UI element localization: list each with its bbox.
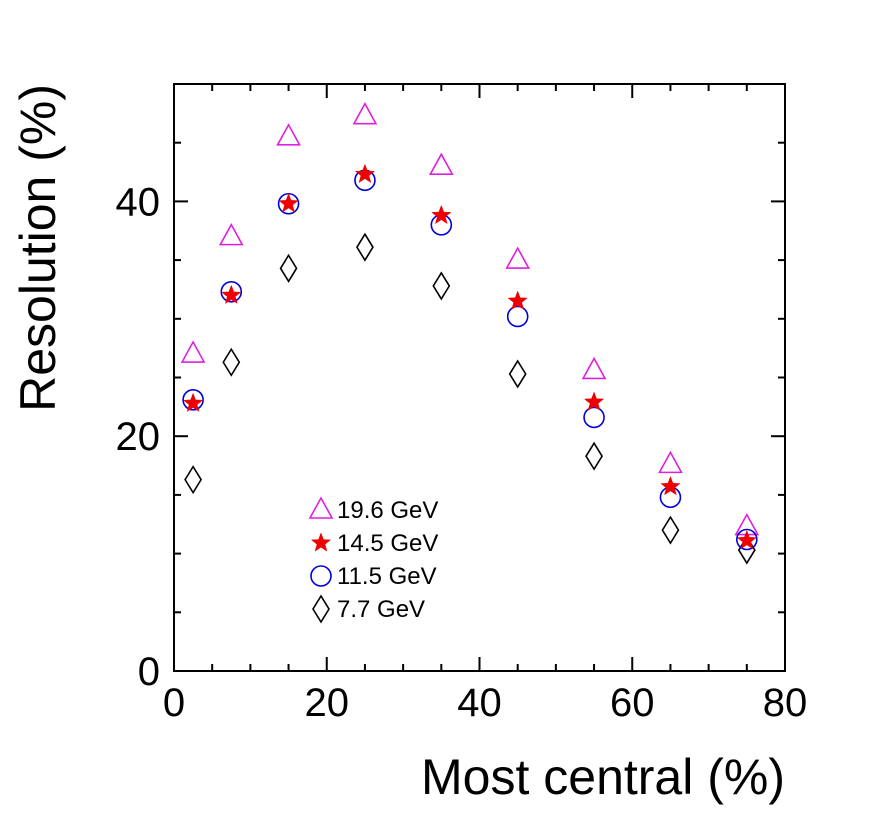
legend-marker xyxy=(308,496,334,519)
data-point xyxy=(737,535,756,565)
axis-tick-labels: 0 20 40 60 80 0 20 40 xyxy=(116,180,808,725)
data-point xyxy=(583,391,605,411)
plot-frame xyxy=(173,83,786,672)
data-point xyxy=(182,392,204,412)
data-point xyxy=(660,475,681,496)
data-point xyxy=(354,163,376,184)
data-point xyxy=(431,204,452,225)
y-tick-label: 0 xyxy=(138,650,160,694)
data-point xyxy=(278,193,299,213)
y-tick-label: 20 xyxy=(116,415,161,459)
x-tick-label: 20 xyxy=(305,681,350,725)
data-point xyxy=(428,152,454,175)
data-point xyxy=(508,359,527,389)
data-points xyxy=(180,102,760,565)
legend-label: 11.5 GeV xyxy=(337,563,437,590)
data-point xyxy=(736,529,757,550)
data-point xyxy=(585,441,604,471)
data-point xyxy=(218,222,244,246)
data-point xyxy=(279,253,298,283)
data-point xyxy=(180,340,206,363)
data-point xyxy=(352,102,378,125)
data-point xyxy=(505,246,531,269)
data-point xyxy=(184,465,203,495)
data-point xyxy=(221,284,242,304)
y-axis-title: Resolution (%) xyxy=(10,84,66,412)
x-tick-label: 0 xyxy=(163,681,185,725)
x-tick-label: 40 xyxy=(457,681,502,725)
legend: 19.6 GeV 14.5 GeV 11.5 GeV 7.7 GeV xyxy=(308,496,438,624)
data-point xyxy=(220,280,243,303)
data-point xyxy=(661,515,680,545)
data-point xyxy=(736,528,758,551)
data-point xyxy=(506,305,529,328)
legend-label: 14.5 GeV xyxy=(337,530,438,557)
data-point xyxy=(507,290,528,310)
data-point xyxy=(583,406,605,429)
legend-marker xyxy=(310,532,332,552)
data-point xyxy=(432,271,451,301)
data-point xyxy=(581,356,607,380)
axis-ticks xyxy=(173,83,786,672)
legend-label: 19.6 GeV xyxy=(337,497,438,524)
legend-marker xyxy=(310,565,332,587)
legend-label: 7.7 GeV xyxy=(337,596,425,623)
data-point xyxy=(658,450,683,474)
data-point xyxy=(355,232,374,262)
x-axis-title: Most central (%) xyxy=(421,749,785,805)
y-tick-label: 40 xyxy=(116,180,161,224)
data-point xyxy=(182,389,204,411)
legend-marker xyxy=(312,594,330,624)
data-point xyxy=(276,123,301,146)
x-tick-label: 60 xyxy=(610,681,655,725)
x-tick-label: 80 xyxy=(763,681,808,725)
data-point xyxy=(222,347,241,377)
